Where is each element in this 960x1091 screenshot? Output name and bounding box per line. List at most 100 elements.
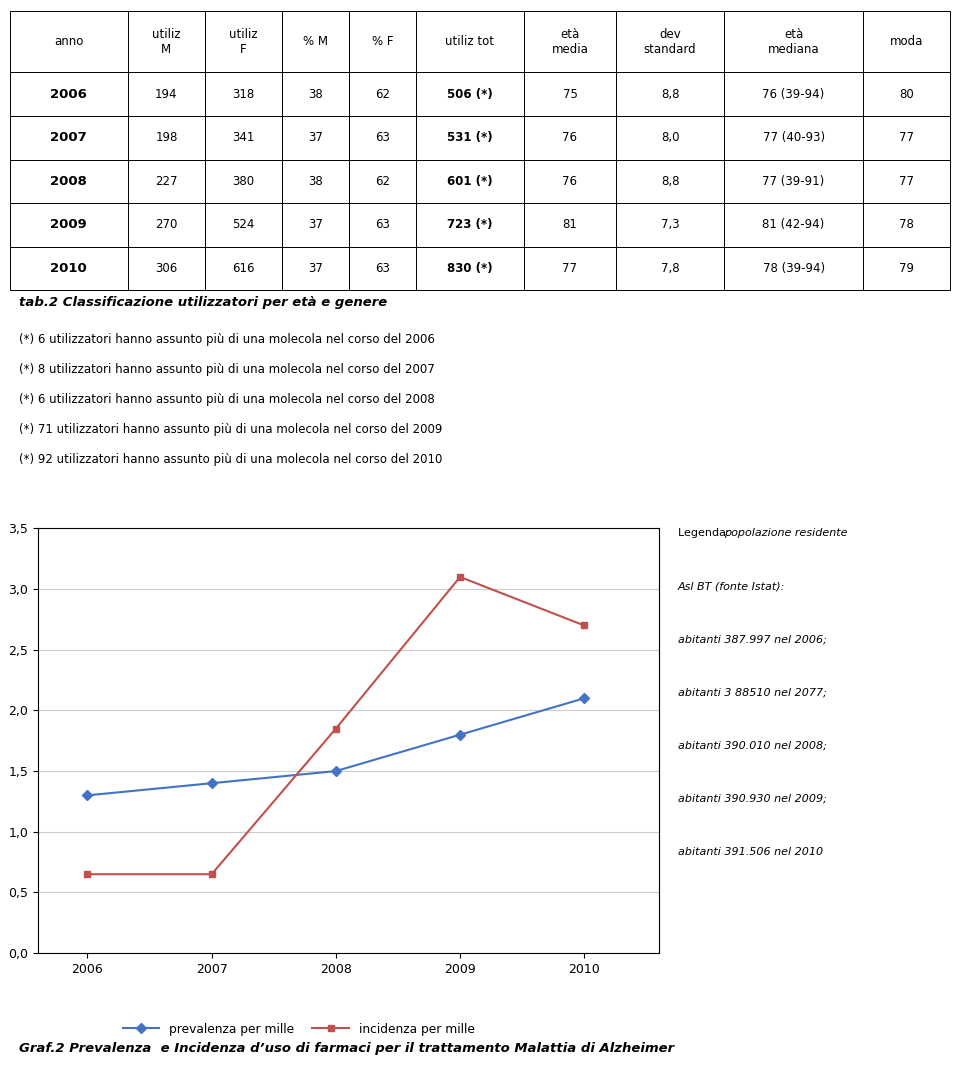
Bar <box>616 116 724 159</box>
Text: abitanti 391.506 nel 2010: abitanti 391.506 nel 2010 <box>678 847 823 856</box>
Bar <box>282 203 348 247</box>
Text: % M: % M <box>303 35 328 48</box>
Bar <box>863 11 950 72</box>
Bar <box>10 11 128 72</box>
Text: 8,0: 8,0 <box>661 131 680 144</box>
Bar <box>10 116 128 159</box>
Text: 198: 198 <box>156 131 178 144</box>
Text: 77 (39-91): 77 (39-91) <box>762 175 825 188</box>
Text: 78 (39-94): 78 (39-94) <box>762 262 825 275</box>
Bar <box>724 116 863 159</box>
Bar <box>524 159 616 203</box>
Bar <box>348 116 416 159</box>
Bar <box>524 116 616 159</box>
Bar <box>524 11 616 72</box>
Bar <box>863 159 950 203</box>
Text: 7,8: 7,8 <box>660 262 680 275</box>
Bar <box>348 72 416 116</box>
Bar <box>204 11 282 72</box>
Text: 37: 37 <box>308 218 323 231</box>
Bar <box>348 159 416 203</box>
Bar <box>724 203 863 247</box>
Text: popolazione residente: popolazione residente <box>724 528 848 539</box>
Bar <box>524 72 616 116</box>
Text: 306: 306 <box>156 262 178 275</box>
Text: 506 (*): 506 (*) <box>446 87 492 100</box>
Text: (*) 92 utilizzatori hanno assunto più di una molecola nel corso del 2010: (*) 92 utilizzatori hanno assunto più di… <box>19 453 443 466</box>
Bar <box>863 203 950 247</box>
Text: abitanti 3 88510 nel 2077;: abitanti 3 88510 nel 2077; <box>678 687 827 697</box>
Text: 38: 38 <box>308 87 323 100</box>
Text: 531 (*): 531 (*) <box>447 131 492 144</box>
Bar <box>204 159 282 203</box>
Text: dev
standard: dev standard <box>644 27 697 56</box>
Text: 318: 318 <box>232 87 254 100</box>
Text: 8,8: 8,8 <box>661 87 680 100</box>
Bar <box>282 159 348 203</box>
Bar <box>10 159 128 203</box>
Text: 2007: 2007 <box>50 131 87 144</box>
Text: 2008: 2008 <box>50 175 87 188</box>
Text: (*) 6 utilizzatori hanno assunto più di una molecola nel corso del 2008: (*) 6 utilizzatori hanno assunto più di … <box>19 393 435 406</box>
Bar <box>863 116 950 159</box>
Text: abitanti 387.997 nel 2006;: abitanti 387.997 nel 2006; <box>678 635 827 645</box>
Bar <box>724 11 863 72</box>
Text: 8,8: 8,8 <box>661 175 680 188</box>
Bar <box>10 72 128 116</box>
Bar <box>724 247 863 290</box>
Text: 723 (*): 723 (*) <box>447 218 492 231</box>
Text: 76: 76 <box>563 131 578 144</box>
Text: 341: 341 <box>232 131 254 144</box>
Bar <box>616 11 724 72</box>
Text: 63: 63 <box>375 262 390 275</box>
Text: anno: anno <box>54 35 84 48</box>
Bar <box>282 247 348 290</box>
Bar <box>204 247 282 290</box>
Text: 63: 63 <box>375 131 390 144</box>
Bar <box>616 203 724 247</box>
Text: moda: moda <box>890 35 924 48</box>
Text: 63: 63 <box>375 218 390 231</box>
Bar <box>204 72 282 116</box>
Bar <box>416 203 524 247</box>
Bar <box>10 247 128 290</box>
Text: 616: 616 <box>232 262 254 275</box>
Text: 194: 194 <box>156 87 178 100</box>
Bar <box>863 72 950 116</box>
Text: 830 (*): 830 (*) <box>447 262 492 275</box>
Text: 75: 75 <box>563 87 577 100</box>
Bar <box>204 203 282 247</box>
Text: 77: 77 <box>900 131 914 144</box>
Text: 2006: 2006 <box>50 87 87 100</box>
Bar <box>128 72 204 116</box>
Text: 37: 37 <box>308 262 323 275</box>
Bar <box>416 116 524 159</box>
Bar <box>282 11 348 72</box>
Text: Graf.2 Prevalenza  e Incidenza d’uso di farmaci per il trattamento Malattia di A: Graf.2 Prevalenza e Incidenza d’uso di f… <box>19 1043 674 1055</box>
Bar <box>524 203 616 247</box>
Text: abitanti 390.930 nel 2009;: abitanti 390.930 nel 2009; <box>678 794 827 804</box>
Text: 601 (*): 601 (*) <box>447 175 492 188</box>
Bar <box>724 72 863 116</box>
Text: abitanti 390.010 nel 2008;: abitanti 390.010 nel 2008; <box>678 741 827 751</box>
Bar <box>616 159 724 203</box>
Text: utiliz tot: utiliz tot <box>445 35 494 48</box>
Bar <box>282 72 348 116</box>
Text: 524: 524 <box>232 218 254 231</box>
Bar <box>416 72 524 116</box>
Text: tab.2 Classificazione utilizzatori per età e genere: tab.2 Classificazione utilizzatori per e… <box>19 296 387 309</box>
Text: 227: 227 <box>156 175 178 188</box>
Text: (*) 8 utilizzatori hanno assunto più di una molecola nel corso del 2007: (*) 8 utilizzatori hanno assunto più di … <box>19 363 435 375</box>
Bar <box>616 72 724 116</box>
Text: 76 (39-94): 76 (39-94) <box>762 87 825 100</box>
Text: 62: 62 <box>374 87 390 100</box>
Text: Asl BT (fonte Istat):: Asl BT (fonte Istat): <box>678 582 785 591</box>
Bar <box>128 116 204 159</box>
Text: 81 (42-94): 81 (42-94) <box>762 218 825 231</box>
Text: età
mediana: età mediana <box>768 27 820 56</box>
Text: 76: 76 <box>563 175 578 188</box>
Bar <box>348 203 416 247</box>
Bar <box>616 247 724 290</box>
Text: 38: 38 <box>308 175 323 188</box>
Bar <box>10 203 128 247</box>
